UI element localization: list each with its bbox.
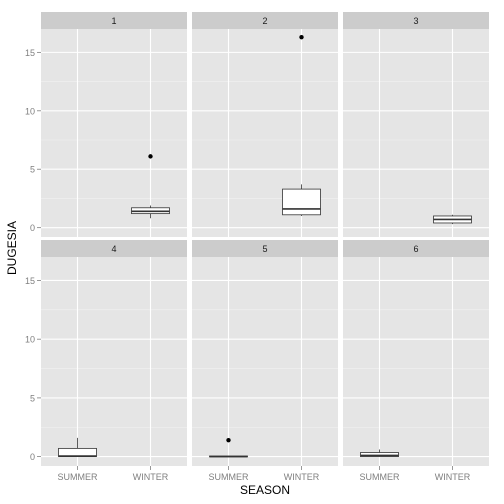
- y-tick-label: 15: [25, 48, 35, 58]
- facet-strip: [41, 12, 187, 29]
- y-axis-title: DUGESIA: [5, 221, 19, 275]
- facet-strip-label: 3: [413, 16, 418, 26]
- facet-strip: [343, 240, 489, 257]
- facet-panel: 2: [192, 12, 338, 237]
- y-tick-label: 10: [25, 335, 35, 345]
- y-tick-label: 5: [30, 393, 35, 403]
- panel-background: [41, 29, 187, 237]
- facet-strip-label: 1: [111, 16, 116, 26]
- facet-strip-label: 4: [111, 244, 116, 254]
- y-tick-label: 15: [25, 276, 35, 286]
- panel-background: [343, 29, 489, 237]
- facet-strip: [192, 12, 338, 29]
- box-summer: [209, 437, 248, 458]
- y-tick-label: 10: [25, 106, 35, 116]
- y-tick-label: 0: [30, 452, 35, 462]
- y-axes: 0 5 10 15 0 5 10 15: [25, 48, 41, 462]
- y-tick-label: 0: [30, 223, 35, 233]
- x-axes: SUMMER WINTER SUMMER WINTER SUMMER WINTER: [58, 466, 471, 482]
- panel-background: [41, 257, 187, 466]
- outlier-point: [148, 154, 153, 159]
- outlier-point: [299, 34, 304, 40]
- facet-strip: [192, 240, 338, 257]
- facet-strip-label: 5: [262, 244, 267, 254]
- x-tick-label: SUMMER: [58, 472, 98, 482]
- x-tick-label: WINTER: [284, 472, 320, 482]
- box-winter: [131, 154, 170, 219]
- panel-background: [343, 257, 489, 466]
- box-iqr: [360, 452, 399, 458]
- facet-strip-label: 6: [413, 244, 418, 254]
- box-iqr: [282, 188, 321, 216]
- facet-strip-label: 2: [262, 16, 267, 26]
- box-winter: [282, 34, 321, 216]
- box-summer: [58, 437, 97, 458]
- facet-panel: 1: [41, 12, 187, 237]
- outlier-point: [226, 437, 231, 443]
- box-winter: [433, 214, 472, 225]
- facet-panel: 5: [192, 240, 338, 466]
- x-tick-label: WINTER: [435, 472, 471, 482]
- facet-panel: 4: [41, 240, 187, 466]
- facet-strip: [41, 240, 187, 257]
- facet-panels: 1 2 3 4 5 6: [41, 12, 489, 466]
- x-tick-label: WINTER: [133, 472, 169, 482]
- y-tick-label: 5: [30, 165, 35, 175]
- x-tick-label: SUMMER: [360, 472, 400, 482]
- x-tick-label: SUMMER: [209, 472, 249, 482]
- facet-strip: [343, 12, 489, 29]
- facet-panel: 3: [343, 12, 489, 237]
- facet-panel: 6: [343, 240, 489, 466]
- panel-background: [192, 257, 338, 466]
- x-axis-title: SEASON: [240, 483, 290, 497]
- box-summer: [360, 449, 399, 458]
